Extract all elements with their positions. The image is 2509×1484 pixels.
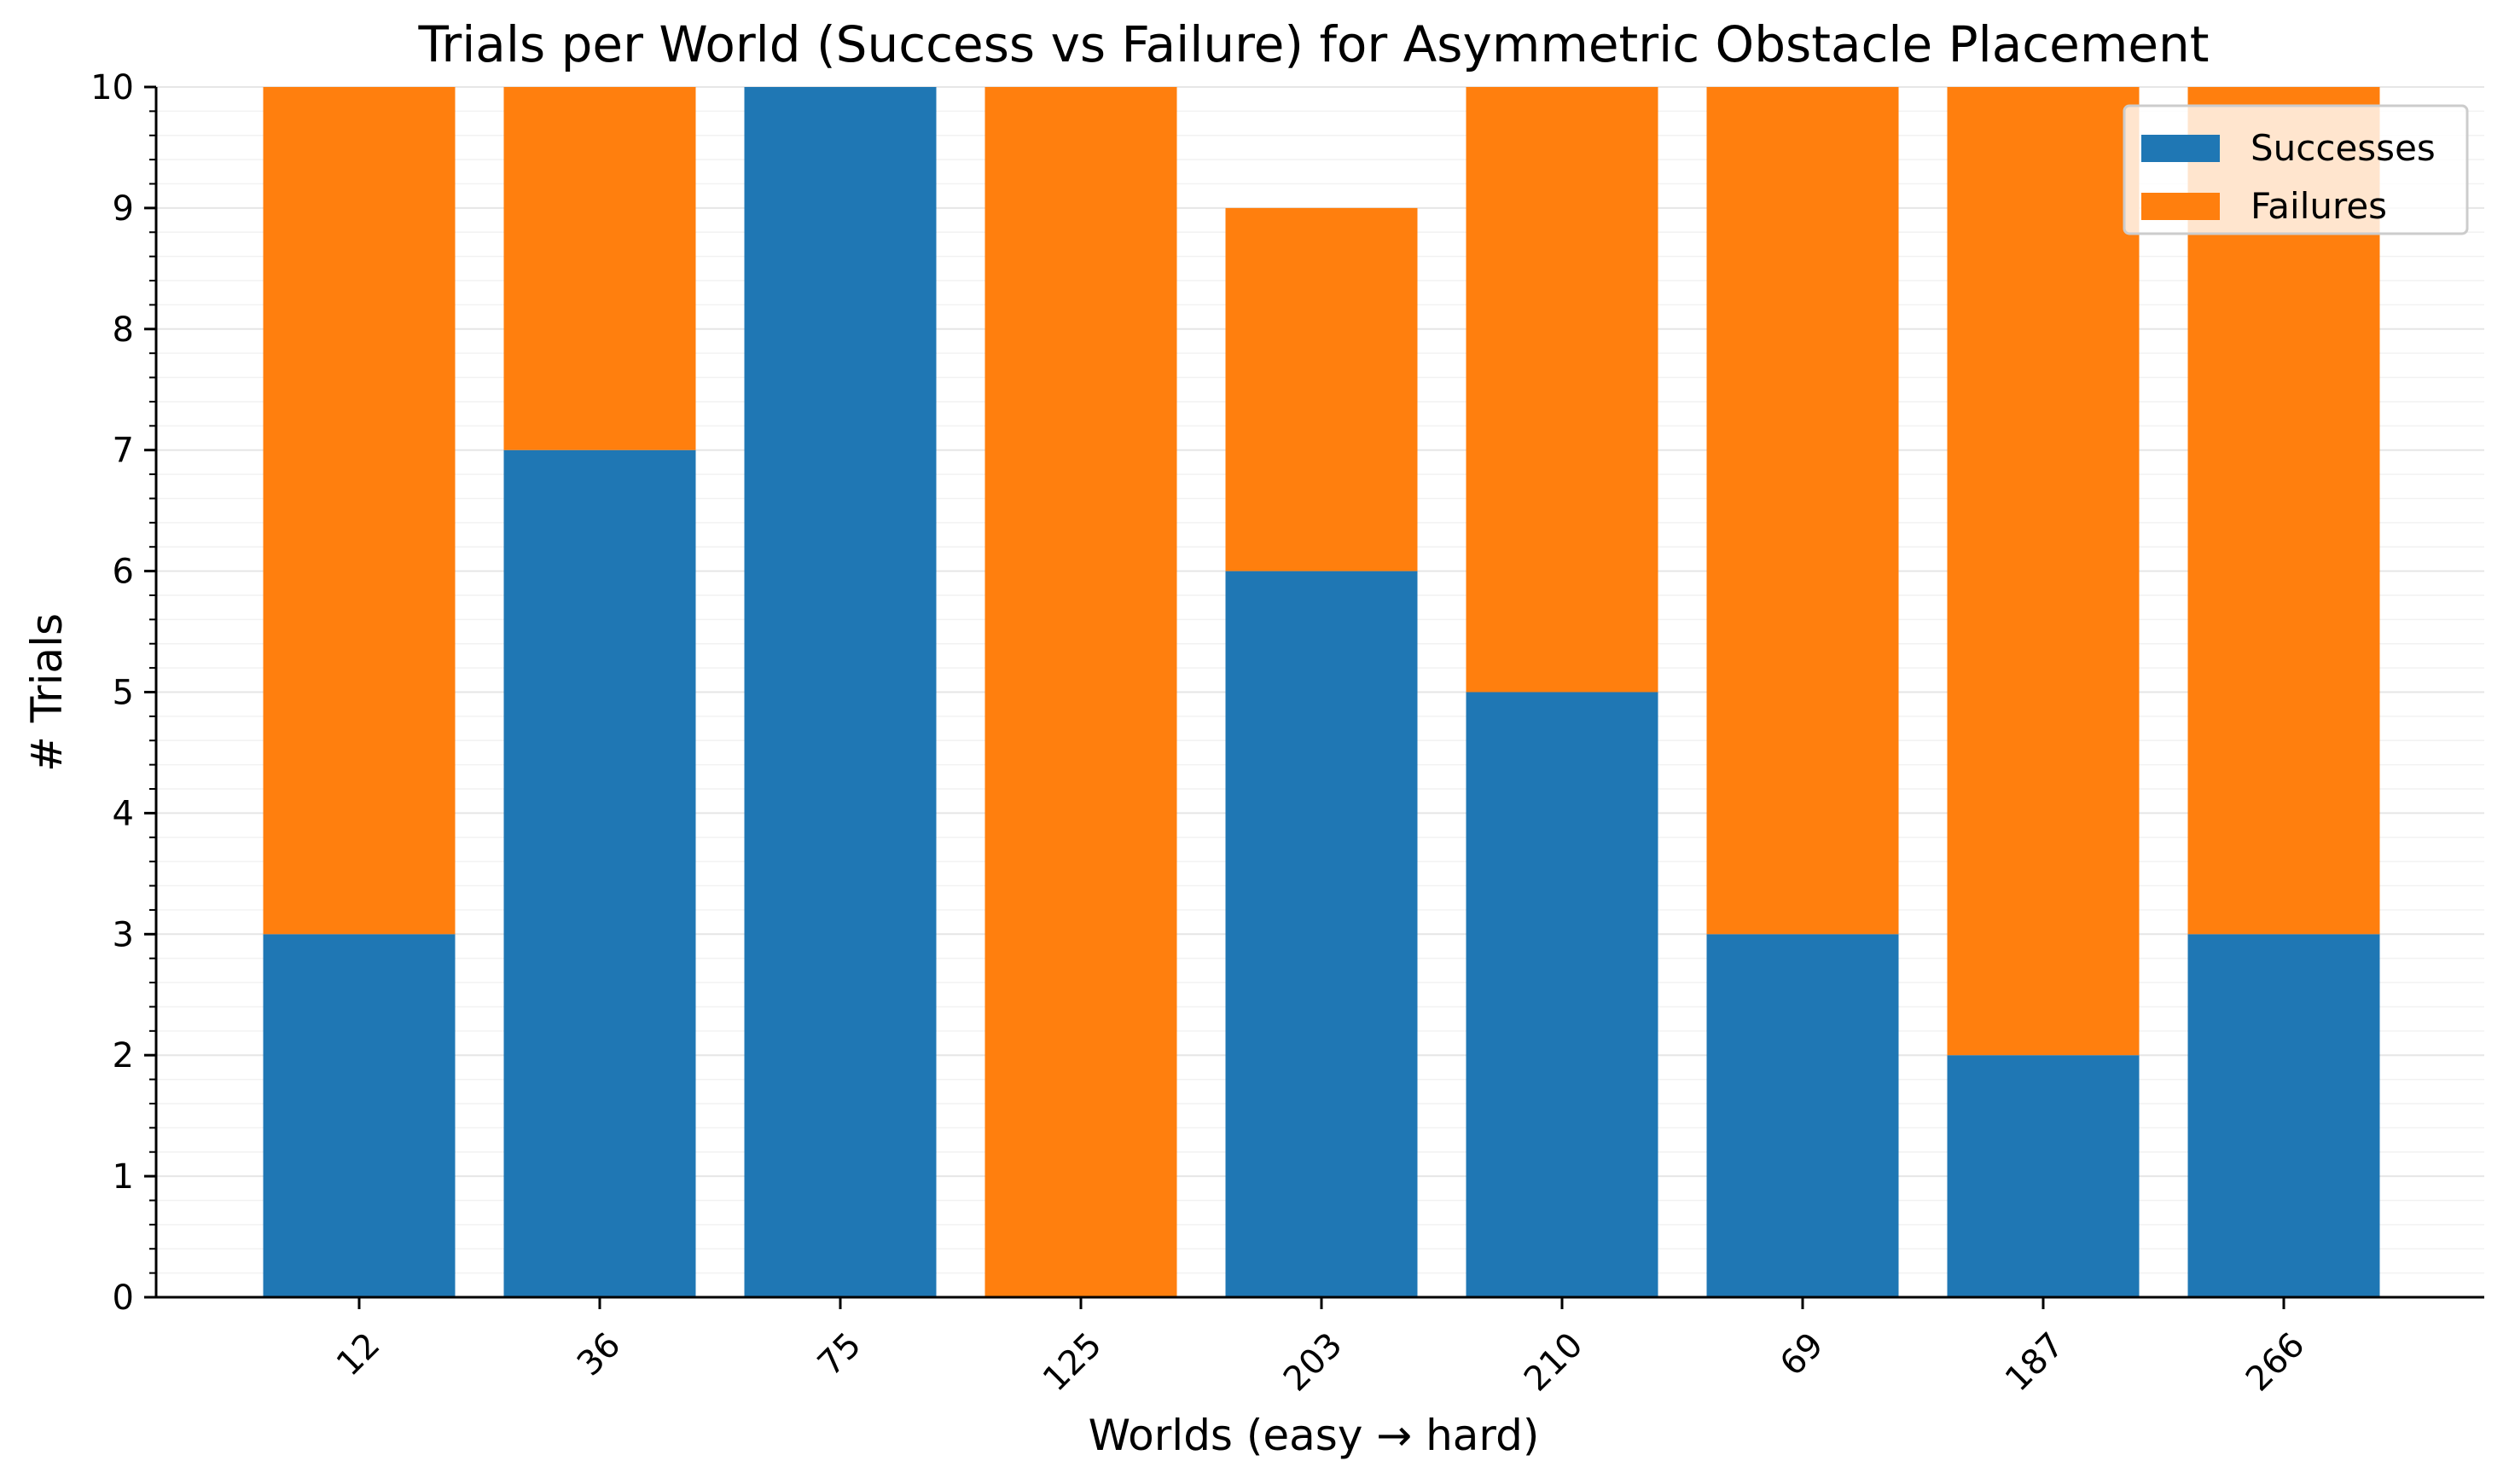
bar-successes-203 bbox=[1225, 571, 1418, 1297]
y-tick-label: 9 bbox=[113, 189, 134, 229]
y-tick-label: 5 bbox=[113, 674, 134, 713]
x-tick-label: 266 bbox=[2239, 1325, 2313, 1400]
bar-successes-75 bbox=[744, 87, 937, 1297]
x-tick-label: 12 bbox=[329, 1325, 388, 1384]
y-tick-label: 4 bbox=[113, 794, 134, 833]
bar-failures-69 bbox=[1706, 87, 1899, 935]
bar-failures-203 bbox=[1225, 207, 1418, 571]
legend-swatch-failures bbox=[2141, 193, 2220, 220]
bar-failures-187 bbox=[1947, 87, 2140, 1056]
bar-failures-125 bbox=[984, 87, 1177, 1297]
bar-successes-36 bbox=[503, 449, 696, 1297]
bar-successes-69 bbox=[1706, 934, 1899, 1297]
y-tick-label: 0 bbox=[113, 1278, 134, 1318]
x-tick-label: 75 bbox=[810, 1325, 869, 1384]
chart-title: Trials per World (Success vs Failure) fo… bbox=[417, 15, 2209, 73]
y-axis-label: # Trials bbox=[22, 613, 72, 772]
y-tick-label: 10 bbox=[90, 68, 134, 107]
y-tick-label: 3 bbox=[113, 915, 134, 954]
x-ticks: 12 36 75 125 203 210 69 187 266 bbox=[329, 1297, 2313, 1400]
legend-label-failures: Failures bbox=[2251, 185, 2387, 227]
y-tick-label: 7 bbox=[113, 432, 134, 471]
x-tick-label: 125 bbox=[1036, 1325, 1110, 1400]
bar-successes-12 bbox=[263, 934, 456, 1297]
y-ticks: 0 1 2 3 4 5 6 7 8 9 10 bbox=[90, 68, 156, 1318]
x-tick-label: 203 bbox=[1276, 1325, 1350, 1400]
y-tick-label: 2 bbox=[113, 1036, 134, 1075]
y-tick-label: 1 bbox=[113, 1157, 134, 1197]
bar-failures-210 bbox=[1466, 87, 1658, 693]
y-tick-label: 6 bbox=[113, 553, 134, 592]
bar-failures-36 bbox=[503, 87, 696, 450]
x-axis-label: Worlds (easy → hard) bbox=[1089, 1411, 1540, 1460]
x-tick-label: 69 bbox=[1773, 1325, 1832, 1384]
bars bbox=[263, 87, 2380, 1297]
bar-successes-187 bbox=[1947, 1055, 2140, 1297]
legend-label-successes: Successes bbox=[2251, 127, 2436, 169]
legend-items: Successes Failures bbox=[2141, 127, 2436, 227]
x-tick-label: 210 bbox=[1517, 1325, 1591, 1400]
bar-failures-12 bbox=[263, 87, 456, 935]
bar-successes-266 bbox=[2187, 934, 2380, 1297]
y-tick-label: 8 bbox=[113, 310, 134, 350]
legend: Successes Failures bbox=[2123, 104, 2469, 235]
x-tick-label: 36 bbox=[570, 1325, 629, 1384]
legend-swatch-successes bbox=[2141, 135, 2220, 162]
x-tick-label: 187 bbox=[1998, 1325, 2072, 1400]
bar-successes-210 bbox=[1466, 692, 1658, 1297]
